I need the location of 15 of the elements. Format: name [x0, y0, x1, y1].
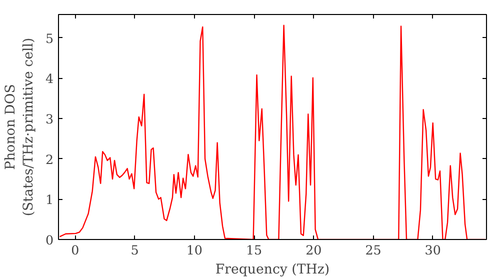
- x-tick-label: 30: [424, 242, 441, 258]
- x-tick-label: 5: [130, 242, 139, 258]
- x-tick-label: 25: [365, 242, 382, 258]
- x-axis-title: Frequency (THz): [215, 262, 330, 278]
- y-tick-label: 1: [45, 192, 54, 208]
- y-axis-title: Phonon DOS (States/THz·primitive cell): [3, 38, 36, 216]
- y-tick-label: 0: [45, 232, 54, 248]
- x-tick-label: 0: [71, 242, 80, 258]
- x-tick-label: 15: [246, 242, 262, 258]
- x-tick-label: 10: [186, 242, 202, 258]
- y-tick-label: 2: [45, 152, 54, 167]
- x-tick-label: 20: [306, 242, 322, 258]
- y-tick-label: 4: [45, 71, 54, 86]
- y-tick-label: 5: [45, 30, 54, 46]
- y-tick-label: 3: [45, 112, 54, 127]
